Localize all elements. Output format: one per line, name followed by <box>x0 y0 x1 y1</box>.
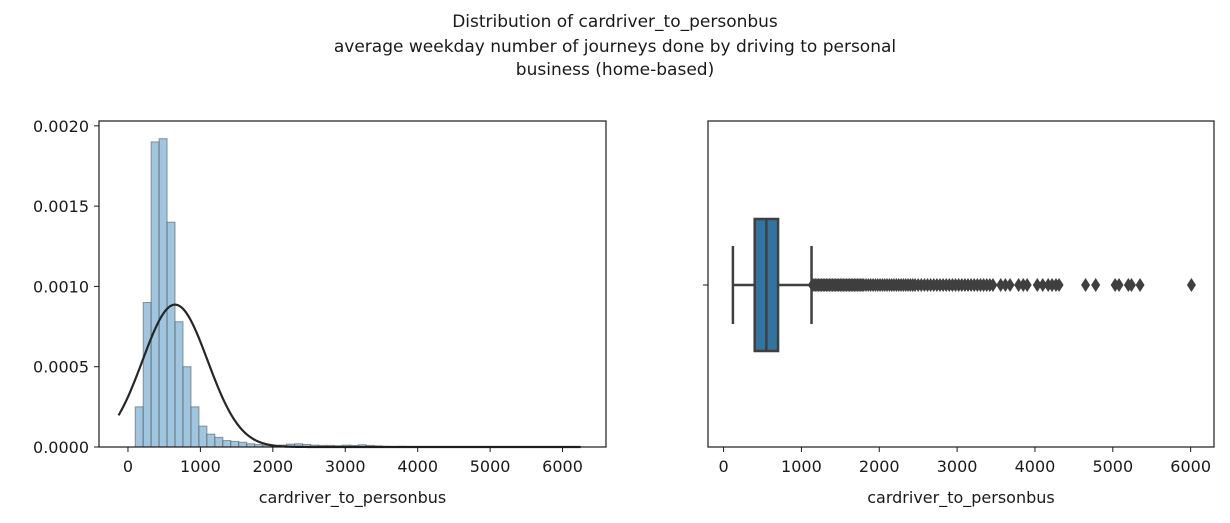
x-tick-label: 0 <box>123 457 133 476</box>
x-tick-label: 1000 <box>180 457 221 476</box>
x-tick-label: 1000 <box>781 457 822 476</box>
x-axis-label: cardriver_to_personbus <box>867 488 1055 508</box>
y-tick-label: 0.0010 <box>33 277 89 296</box>
x-tick-label: 2000 <box>859 457 900 476</box>
x-tick-label: 3000 <box>325 457 366 476</box>
y-tick-label: 0.0000 <box>33 438 89 457</box>
boxplot-frame <box>707 120 1215 448</box>
figure-title-line-1: Distribution of cardriver_to_personbus <box>452 12 778 32</box>
figure-title-line-2: average weekday number of journeys done … <box>333 37 897 57</box>
x-tick-label: 4000 <box>1015 457 1056 476</box>
y-tick-label: 0.0005 <box>33 358 89 377</box>
x-tick-label: 3000 <box>937 457 978 476</box>
outlier-point <box>1014 278 1024 292</box>
x-tick-label: 5000 <box>1092 457 1133 476</box>
x-tick-label: 5000 <box>470 457 511 476</box>
outlier-point <box>996 278 1006 292</box>
x-axis-label: cardriver_to_personbus <box>259 488 447 508</box>
outlier-point <box>1005 278 1015 292</box>
x-tick-label: 4000 <box>397 457 438 476</box>
outlier-point <box>1114 278 1124 292</box>
outlier-point <box>1022 278 1032 292</box>
outlier-point <box>1135 278 1145 292</box>
y-tick-label: 0.0015 <box>33 197 89 216</box>
x-tick-label: 0 <box>718 457 728 476</box>
x-tick-label: 2000 <box>252 457 293 476</box>
outlier-point <box>988 278 998 292</box>
figure-title-line-3: business (home-based) <box>515 60 715 80</box>
y-tick-label: 0.0020 <box>33 117 89 136</box>
x-tick-label: 6000 <box>1170 457 1211 476</box>
outlier-point <box>1038 278 1048 292</box>
outlier-point <box>1091 278 1101 292</box>
x-tick-label: 6000 <box>542 457 583 476</box>
outlier-point <box>1054 278 1064 292</box>
outlier-point <box>1081 278 1091 292</box>
outlier-point <box>1126 278 1136 292</box>
histogram-frame <box>98 120 607 448</box>
outlier-point <box>1186 278 1196 292</box>
outlier-point <box>1000 278 1010 292</box>
outlier-point <box>1032 278 1042 292</box>
